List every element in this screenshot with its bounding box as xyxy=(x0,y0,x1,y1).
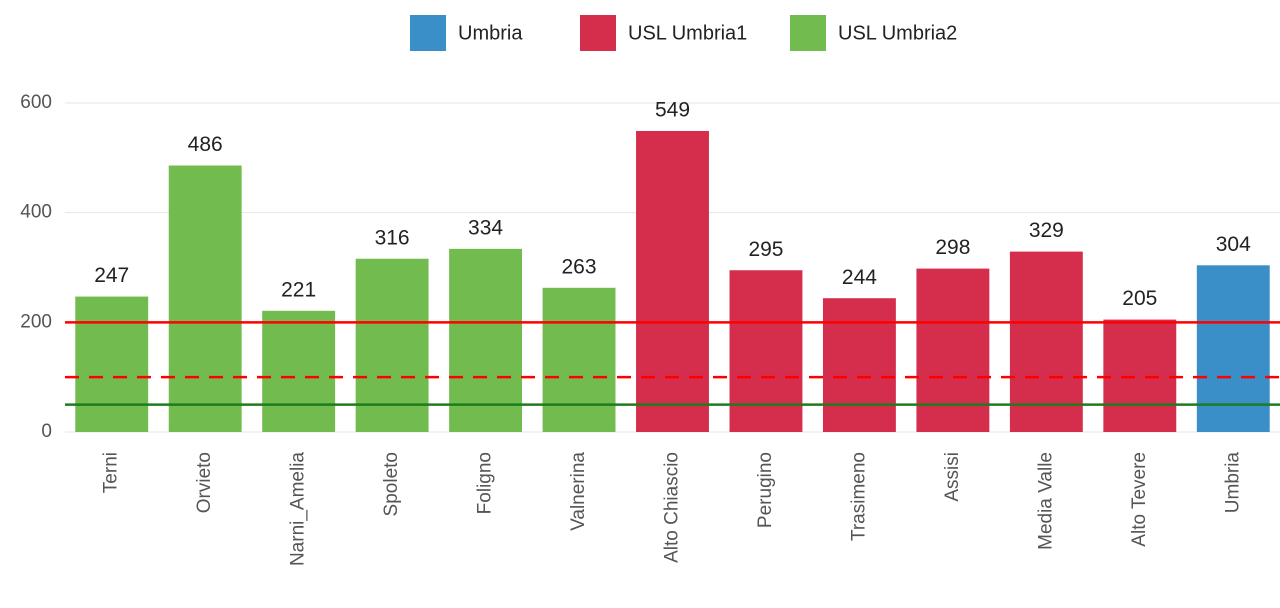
x-tick-label: Narni_Amelia xyxy=(288,452,309,566)
bar xyxy=(1103,319,1177,432)
data-label: 263 xyxy=(562,255,597,278)
bar xyxy=(168,165,242,432)
legend-label: USL Umbria1 xyxy=(628,22,747,44)
legend-swatch xyxy=(580,15,616,51)
legend-swatch xyxy=(790,15,826,51)
legend-swatch xyxy=(410,15,446,51)
y-tick-label: 200 xyxy=(20,311,52,332)
x-tick-label: Terni xyxy=(101,452,122,493)
bar xyxy=(729,270,803,432)
x-tick-label: Foligno xyxy=(475,452,496,514)
x-tick-label: Media Valle xyxy=(1035,452,1056,550)
bar xyxy=(449,248,523,432)
x-tick-label: Spoleto xyxy=(381,452,402,516)
data-label: 247 xyxy=(94,264,129,287)
bar xyxy=(636,130,709,432)
bar xyxy=(1196,265,1270,432)
x-tick-label: Perugino xyxy=(755,452,776,528)
x-tick-label: Alto Chiascio xyxy=(662,452,683,563)
data-label: 334 xyxy=(468,216,503,239)
x-tick-label: Assisi xyxy=(942,452,963,502)
x-tick-label: Valnerina xyxy=(568,452,589,531)
data-label: 304 xyxy=(1216,233,1251,256)
x-tick-label: Trasimeno xyxy=(848,452,869,541)
legend-label: Umbria xyxy=(458,22,523,44)
bar xyxy=(355,258,429,432)
data-label: 205 xyxy=(1122,287,1157,310)
data-label: 298 xyxy=(935,236,970,259)
y-tick-label: 400 xyxy=(20,202,52,223)
data-label: 486 xyxy=(188,133,223,156)
x-tick-label: Alto Tevere xyxy=(1129,452,1150,547)
data-label: 549 xyxy=(655,99,690,122)
bar xyxy=(542,287,616,432)
legend-label: USL Umbria2 xyxy=(838,22,957,44)
data-label: 221 xyxy=(281,278,316,301)
y-tick-label: 600 xyxy=(20,92,52,113)
bar xyxy=(1009,251,1083,432)
bar xyxy=(916,268,990,432)
data-label: 295 xyxy=(748,238,783,261)
x-tick-label: Orvieto xyxy=(194,452,215,513)
bar xyxy=(75,296,149,432)
bar xyxy=(822,298,896,432)
data-label: 316 xyxy=(375,226,410,249)
data-label: 329 xyxy=(1029,219,1064,242)
data-label: 244 xyxy=(842,266,877,289)
y-tick-label: 0 xyxy=(41,421,52,442)
x-tick-label: Umbria xyxy=(1222,452,1243,514)
bar xyxy=(262,310,336,432)
